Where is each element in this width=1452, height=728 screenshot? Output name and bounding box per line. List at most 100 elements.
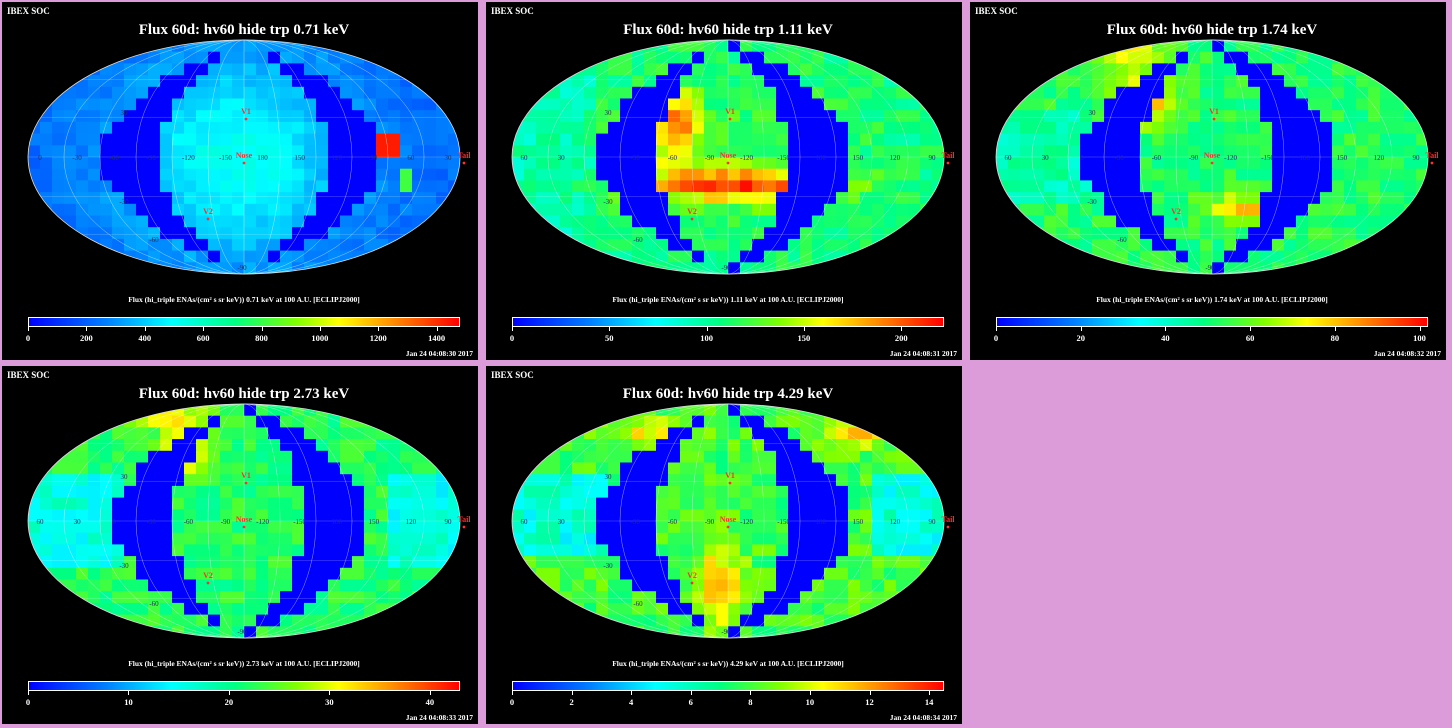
flux-pixel [632,110,645,123]
flux-pixel [764,462,777,475]
flux-pixel [184,439,197,452]
flux-pixel [824,497,837,510]
flux-pixel [400,133,413,146]
flux-pixel [848,238,861,252]
flux-pixel [160,427,173,440]
longitude-label: 150 [1337,154,1348,162]
longitude-label: 90 [1413,154,1421,162]
flux-pixel [316,614,329,627]
flux-pixel [340,262,353,274]
flux-pixel [400,509,413,522]
flux-pixel [88,591,101,604]
flux-pixel [860,250,873,263]
flux-pixel [148,427,161,440]
flux-pixel [376,168,389,181]
flux-pixel [884,203,897,217]
flux-pixel [716,544,729,557]
flux-pixel [872,145,885,158]
flux-pixel [728,121,741,135]
flux-pixel [740,75,753,88]
flux-pixel [220,579,233,592]
flux-pixel [244,203,257,217]
flux-pixel [1044,86,1057,100]
flux-pixel [1032,203,1045,217]
flux-pixel [764,157,777,170]
flux-pixel [292,521,305,534]
flux-pixel [160,110,173,123]
flux-pixel [728,250,741,263]
flux-pixel [292,497,305,510]
flux-pixel [304,567,317,581]
flux-pixel [1032,110,1045,123]
flux-pixel [412,614,425,627]
flux-pixel [220,626,233,638]
flux-pixel [1200,145,1213,158]
flux-pixel [1092,215,1105,228]
flux-pixel [716,404,729,417]
flux-pixel [548,579,561,592]
flux-pixel [788,51,801,64]
flux-pixel [268,439,281,452]
flux-pixel [524,532,537,545]
flux-pixel [136,427,149,440]
flux-pixel [112,168,125,181]
flux-pixel [268,544,281,557]
flux-pixel [524,415,537,428]
colorbar [28,317,460,327]
flux-pixel [292,602,305,616]
flux-pixel [1308,180,1321,193]
flux-pixel [764,75,777,88]
flux-pixel [220,40,233,53]
flux-pixel [328,474,341,487]
flux-pixel [1140,51,1153,64]
flux-pixel [436,415,449,428]
flux-pixel [764,579,777,592]
sky-map-panel: IBEX SOC Flux 60d: hv60 hide trp 1.74 keV… [970,2,1446,360]
flux-pixel [824,133,837,146]
flux-pixel [316,215,329,228]
flux-pixel [896,602,909,616]
colorbar [512,317,944,327]
flux-pixel [560,509,573,522]
flux-pixel [596,602,609,616]
longitude-label: -30 [1115,154,1125,162]
flux-pixel [716,75,729,88]
flux-pixel [872,157,885,170]
flux-pixel [1284,51,1297,64]
flux-pixel [436,579,449,592]
flux-pixel [196,51,209,64]
flux-pixel [376,133,389,146]
longitude-label: 180 [815,518,826,526]
flux-pixel [232,474,245,487]
flux-pixel [316,544,329,557]
flux-pixel [448,203,460,217]
flux-pixel [352,626,365,638]
flux-pixel [644,63,657,76]
flux-pixel [536,192,549,205]
flux-pixel [208,591,221,604]
flux-pixel [644,404,657,417]
flux-pixel [920,614,933,627]
flux-pixel [436,203,449,217]
flux-pixel [1212,238,1225,252]
flux-pixel [740,51,753,64]
flux-pixel [752,591,765,604]
flux-pixel [848,63,861,76]
flux-pixel [728,262,741,274]
flux-pixel [584,180,597,193]
flux-pixel [316,168,329,181]
longitude-label: -30 [72,154,82,162]
colorbar-tick [929,691,931,695]
flux-pixel [1056,145,1069,158]
flux-pixel [692,121,705,135]
colorbar-tick-label: 150 [797,333,811,343]
flux-pixel [76,121,89,135]
flux-pixel [1020,110,1033,123]
flux-pixel [40,521,53,534]
flux-pixel [292,98,305,111]
flux-pixel [124,450,137,464]
flux-pixel [680,98,693,111]
flux-pixel [292,110,305,123]
flux-pixel [52,404,65,417]
flux-pixel [88,626,101,638]
